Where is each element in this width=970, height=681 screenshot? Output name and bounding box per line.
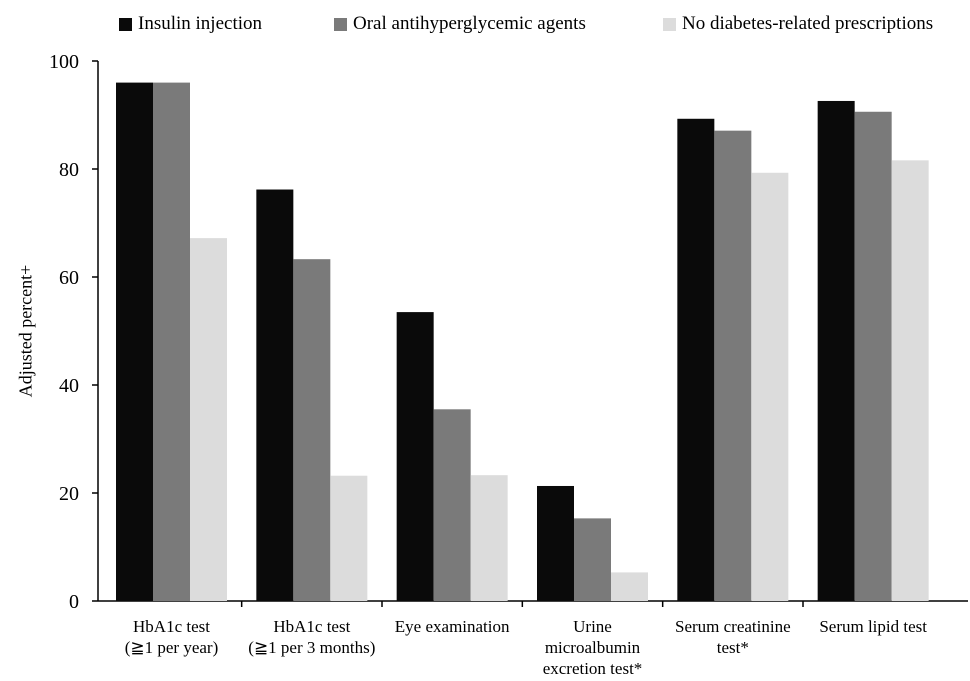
legend-item-insulin: Insulin injection bbox=[119, 13, 262, 35]
bar bbox=[116, 82, 153, 602]
legend-label-oral: Oral antihyperglycemic agents bbox=[353, 13, 586, 34]
x-tick-label-line: Serum creatinine bbox=[675, 617, 791, 636]
x-tick-label: HbA1c test (≧1 per 3 months) bbox=[237, 616, 387, 658]
x-tick-label-line: test* bbox=[716, 638, 749, 657]
x-tick-label-line: Serum lipid test bbox=[819, 617, 927, 636]
x-tick-label: Eye examination bbox=[377, 616, 527, 637]
bar bbox=[470, 475, 508, 601]
bar bbox=[433, 409, 471, 601]
bar bbox=[330, 475, 368, 601]
legend-swatch-insulin bbox=[119, 17, 132, 31]
bar bbox=[153, 82, 190, 602]
y-tick-label: 80 bbox=[59, 159, 79, 181]
legend-item-none: No diabetes-related prescriptions bbox=[663, 13, 933, 35]
x-tick-label-line: Eye examination bbox=[394, 617, 510, 636]
x-tick-label-line: HbA1c test bbox=[133, 617, 210, 636]
bar bbox=[751, 172, 789, 601]
bar bbox=[714, 130, 752, 601]
x-tick-label: HbA1c test (≧1 per year) bbox=[97, 616, 247, 658]
legend-swatch-oral bbox=[334, 17, 347, 31]
bar bbox=[891, 160, 929, 602]
x-tick-label: Serum lipid test bbox=[798, 616, 948, 637]
legend-label-none: No diabetes-related prescriptions bbox=[682, 13, 934, 34]
y-tick-label: 60 bbox=[59, 267, 79, 289]
bar bbox=[854, 111, 892, 601]
x-tick-label-line: Urine bbox=[573, 617, 612, 636]
y-tick-label: 20 bbox=[59, 483, 79, 505]
bar bbox=[190, 238, 227, 601]
bar bbox=[574, 518, 611, 601]
bar bbox=[256, 189, 294, 601]
legend-label-insulin: Insulin injection bbox=[138, 13, 263, 34]
bar bbox=[677, 118, 715, 601]
bar bbox=[537, 485, 574, 601]
bar bbox=[611, 572, 648, 601]
x-tick-label: Serum creatinine test* bbox=[658, 616, 808, 658]
y-tick-label: 40 bbox=[59, 375, 79, 397]
bar bbox=[817, 100, 855, 602]
bar bbox=[396, 312, 434, 601]
y-tick-label: 100 bbox=[49, 51, 79, 73]
x-tick-label-line: excretion test* bbox=[542, 659, 643, 678]
x-tick-label-line: microalbumin bbox=[544, 638, 641, 657]
y-tick-label: 0 bbox=[69, 591, 79, 613]
legend-item-oral: Oral antihyperglycemic agents bbox=[334, 13, 586, 35]
x-tick-label-line: (≧1 per year) bbox=[124, 638, 219, 657]
x-tick-label-line: HbA1c test bbox=[273, 617, 351, 636]
legend-swatch-none bbox=[663, 17, 676, 31]
bar bbox=[293, 259, 331, 601]
x-tick-label-line: (≧1 per 3 months) bbox=[248, 638, 376, 657]
x-tick-label: Urine microalbumin excretion test* bbox=[518, 616, 668, 679]
legend: Insulin injection Oral antihyperglycemic… bbox=[0, 13, 970, 37]
